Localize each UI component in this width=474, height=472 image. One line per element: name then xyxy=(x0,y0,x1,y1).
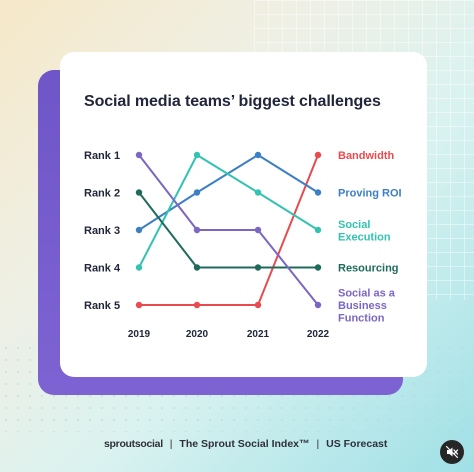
data-point xyxy=(135,301,143,309)
data-point xyxy=(135,151,143,159)
footer: sproutsocial | The Sprout Social Index™ … xyxy=(104,438,387,450)
series-line xyxy=(138,154,319,306)
data-point xyxy=(254,264,262,271)
data-point xyxy=(193,226,201,234)
series-label: Resourcing xyxy=(338,263,399,275)
footer-separator: | xyxy=(169,438,173,450)
data-point xyxy=(254,189,262,196)
data-point xyxy=(193,301,201,309)
data-point xyxy=(193,151,201,159)
series-label-line: Social as a xyxy=(338,288,396,300)
speaker-muted-icon xyxy=(445,445,459,459)
series-line xyxy=(138,154,319,306)
series-line xyxy=(138,154,319,269)
data-point xyxy=(193,264,201,271)
x-tick-label: 2019 xyxy=(128,329,151,340)
y-tick-label: Rank 5 xyxy=(84,300,120,312)
data-point xyxy=(314,264,322,271)
index-name: The Sprout Social Index™ xyxy=(179,438,310,450)
y-tick-label: Rank 1 xyxy=(84,150,120,162)
chart-card xyxy=(60,52,427,377)
y-tick-label: Rank 3 xyxy=(84,225,120,237)
series-label: Social Execution xyxy=(338,219,391,244)
data-point xyxy=(135,189,143,196)
series-label: Proving ROI xyxy=(338,188,402,200)
series-line xyxy=(138,154,319,231)
series-label-line: Proving ROI xyxy=(338,188,402,200)
data-point xyxy=(135,226,143,234)
series-label: Bandwidth xyxy=(338,150,394,162)
series-label-line: Execution xyxy=(338,231,391,243)
y-tick-label: Rank 4 xyxy=(84,263,121,275)
x-tick-label: 2022 xyxy=(307,329,330,340)
y-tick-label: Rank 2 xyxy=(84,188,120,200)
data-point xyxy=(135,264,143,271)
sprout-social-logo: sproutsocial xyxy=(104,438,163,450)
data-point xyxy=(314,189,322,196)
data-point xyxy=(193,189,201,196)
x-tick-label: 2020 xyxy=(186,329,209,340)
data-point xyxy=(314,301,322,309)
series-label-line: Resourcing xyxy=(338,263,399,275)
footer-separator: | xyxy=(316,438,320,450)
forecast-label: US Forecast xyxy=(326,438,388,450)
mute-button[interactable] xyxy=(440,440,464,464)
data-point xyxy=(314,226,322,234)
series-label: Social as a Business Function xyxy=(338,288,396,325)
series-label-line: Bandwidth xyxy=(338,150,394,162)
chart-title: Social media teams’ biggest challenges xyxy=(84,93,381,110)
series-label-line: Function xyxy=(338,313,385,325)
data-point xyxy=(254,151,262,159)
series-label-line: Business xyxy=(338,300,387,312)
data-point xyxy=(314,151,322,159)
data-point xyxy=(254,226,262,234)
data-point xyxy=(254,301,262,309)
x-tick-label: 2021 xyxy=(247,329,270,340)
series-label-line: Social xyxy=(338,219,370,231)
